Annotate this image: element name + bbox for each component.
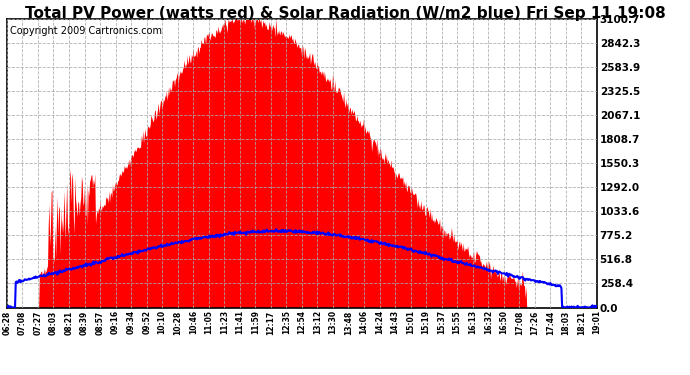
- Text: Copyright 2009 Cartronics.com: Copyright 2009 Cartronics.com: [10, 26, 162, 36]
- Text: Total PV Power (watts red) & Solar Radiation (W/m2 blue) Fri Sep 11 19:08: Total PV Power (watts red) & Solar Radia…: [25, 6, 665, 21]
